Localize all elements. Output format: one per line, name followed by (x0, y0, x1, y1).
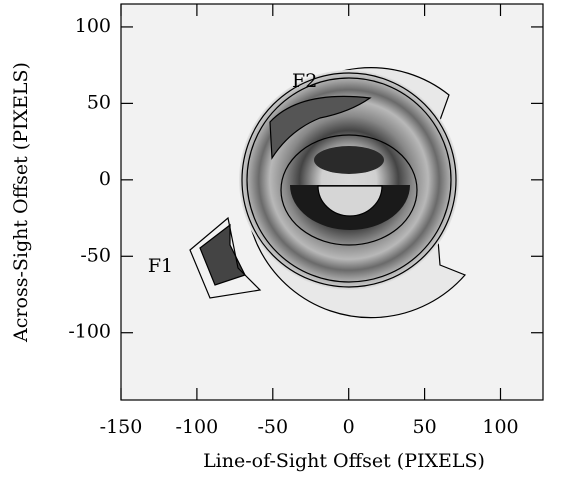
y-tick-label: 50 (87, 91, 111, 113)
plot-frame (120, 3, 544, 401)
y-tick-label: 100 (75, 15, 111, 37)
x-tick-label: -100 (176, 416, 219, 438)
x-tick-label: -50 (257, 416, 288, 438)
y-tick-label: -100 (68, 321, 111, 343)
annotation: F1 (148, 255, 173, 277)
annotation: F2 (292, 70, 317, 92)
contour (241, 72, 457, 288)
y-tick-label: 0 (99, 168, 111, 190)
dark-band (314, 146, 384, 174)
f1-contour (189, 216, 262, 299)
x-axis-label: Line-of-Sight Offset (PIXELS) (203, 450, 485, 472)
central-hole (317, 185, 383, 217)
x-tick-label: 100 (482, 416, 518, 438)
x-tick-label: -150 (100, 416, 143, 438)
y-axis-label: Across-Sight Offset (PIXELS) (10, 62, 32, 343)
contour (246, 77, 452, 283)
image (121, 4, 543, 400)
f2-feature (269, 95, 372, 160)
x-tick-label: 0 (343, 416, 355, 438)
f1-feature (199, 223, 246, 286)
x-tick-label: 50 (413, 416, 437, 438)
inner-contour (280, 134, 418, 246)
y-tick-label: -50 (80, 244, 111, 266)
